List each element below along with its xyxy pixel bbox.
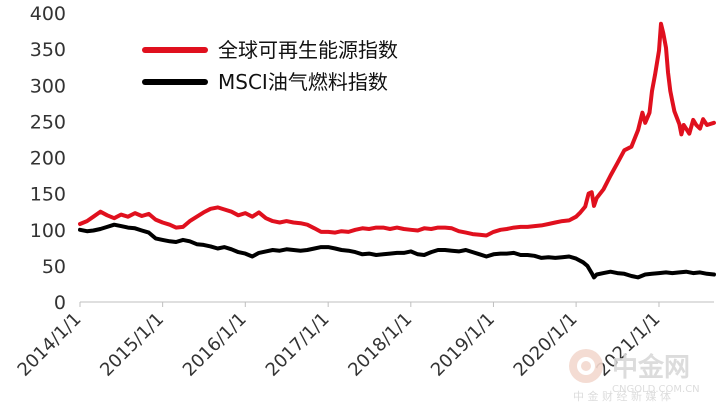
y-tick-label: 300 [30,75,66,97]
watermark-url: CNGOLD.COM.CN [612,384,700,395]
x-tick-label: 2016/1/1 [179,309,251,381]
y-tick-label: 150 [30,184,66,206]
y-tick-label: 200 [30,148,66,170]
legend-label-0: 全球可再生能源指数 [218,38,398,62]
x-tick-label: 2014/1/1 [14,309,86,381]
y-tick-label: 400 [30,3,66,25]
legend: 全球可再生能源指数 MSCI油气燃料指数 [142,38,398,94]
x-tick-label: 2017/1/1 [262,309,334,381]
y-axis: 0 50 100 150 200 250 300 350 400 [30,3,66,314]
x-tick-label: 2015/1/1 [96,309,168,381]
series-line-1 [78,222,716,280]
series-layer [78,21,716,280]
x-tick-label: 2019/1/1 [427,309,499,381]
legend-label-1: MSCI油气燃料指数 [218,70,388,94]
y-tick-label: 0 [54,292,66,314]
watermark: 中金网 CNGOLD.COM.CN 中 金 财 经 新 媒 体 [569,349,700,403]
watermark-tagline: 中 金 财 经 新 媒 体 [573,389,671,403]
watermark-logo-icon [569,349,603,383]
y-tick-label: 100 [30,220,66,242]
y-tick-label: 250 [30,111,66,133]
series-line-0 [78,21,716,238]
y-tick-label: 350 [30,39,66,61]
watermark-brand: 中金网 [612,352,690,383]
x-axis: 2014/1/1 2015/1/1 2016/1/1 2017/1/1 2018/1/1… [14,301,714,381]
y-tick-label: 50 [42,256,66,278]
x-tick-label: 2018/1/1 [344,309,416,381]
